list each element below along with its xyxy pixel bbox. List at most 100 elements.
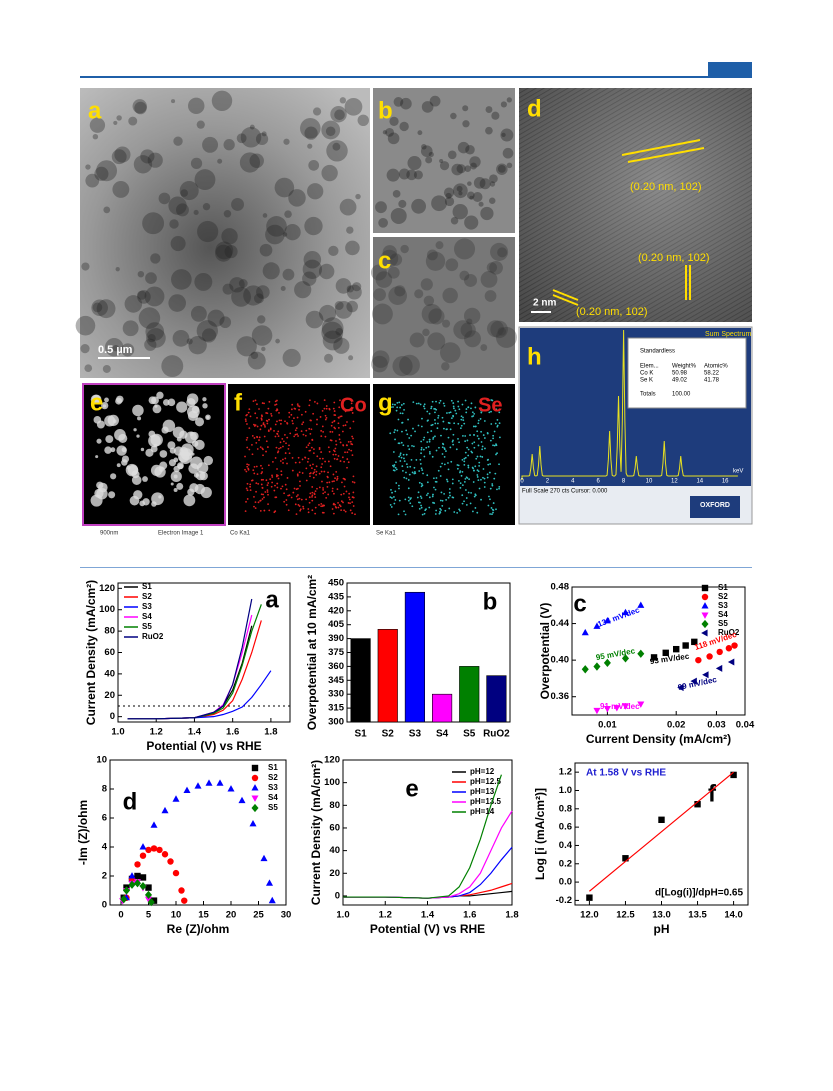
- map-dot: [406, 466, 409, 468]
- map-dot: [349, 502, 351, 505]
- map-dot: [466, 439, 469, 442]
- particle: [134, 101, 147, 115]
- map-dot: [464, 435, 467, 437]
- map-dot: [443, 427, 445, 430]
- map-dot: [477, 479, 480, 482]
- map-dot: [264, 425, 266, 428]
- particle: [480, 270, 498, 288]
- particle: [442, 319, 451, 328]
- particle: [382, 245, 397, 260]
- data-point: [249, 819, 257, 827]
- particle: [428, 308, 445, 325]
- y-tick-label: 40: [104, 668, 115, 679]
- map-dot: [478, 487, 481, 490]
- map-dot: [275, 475, 278, 478]
- x-tick-label: 0: [118, 910, 123, 921]
- map-dot: [245, 438, 248, 441]
- particle: [274, 177, 295, 198]
- map-dot: [481, 456, 484, 458]
- map-dot: [473, 446, 476, 449]
- legend-swatch: [701, 629, 708, 637]
- map-dot: [477, 444, 480, 447]
- map-dot: [305, 498, 308, 501]
- particle: [326, 140, 348, 162]
- y-tick-label: 20: [104, 690, 115, 701]
- map-dot: [245, 470, 248, 473]
- map-dot: [389, 432, 392, 435]
- data-point: [727, 658, 735, 666]
- map-dot: [400, 456, 403, 459]
- data-point: [603, 616, 611, 624]
- particle: [170, 236, 186, 252]
- particle: [89, 117, 106, 133]
- map-dot: [318, 503, 320, 506]
- map-dot: [327, 493, 330, 496]
- data-point: [706, 653, 713, 660]
- legend-swatch: [701, 593, 709, 601]
- particle: [190, 157, 203, 170]
- particle: [94, 166, 109, 181]
- map-dot: [486, 432, 489, 435]
- map-dot: [299, 480, 301, 483]
- particle: [399, 354, 420, 376]
- map-dot: [321, 480, 323, 483]
- map-dot: [460, 415, 463, 418]
- map-dot: [434, 435, 436, 438]
- map-dot: [479, 418, 482, 420]
- map-dot: [439, 499, 442, 502]
- map-dot: [246, 446, 249, 449]
- map-dot: [337, 427, 340, 429]
- map-dot: [420, 452, 422, 455]
- map-dot: [496, 425, 499, 428]
- map-dot: [312, 472, 315, 475]
- map-dot: [407, 445, 409, 447]
- map-dot: [290, 413, 293, 416]
- map-dot: [310, 467, 313, 470]
- particle: [121, 447, 127, 453]
- map-dot: [426, 419, 429, 422]
- map-dot: [473, 495, 476, 498]
- y-tick-label: 0.40: [551, 655, 570, 666]
- map-dot: [326, 485, 329, 488]
- map-dot: [422, 448, 425, 451]
- map-dot: [244, 418, 247, 421]
- particle: [375, 271, 393, 288]
- eds-cell: Se K: [640, 378, 653, 384]
- map-dot: [268, 509, 271, 512]
- particle: [375, 201, 387, 214]
- x-tick-label: 20: [226, 910, 237, 921]
- particle: [148, 396, 157, 405]
- particle: [133, 490, 143, 500]
- map-dot: [447, 468, 450, 471]
- data-point: [216, 779, 224, 786]
- map-dot: [257, 501, 260, 504]
- x-axis-label: Re (Z)/ohm: [167, 922, 230, 936]
- map-dot: [266, 446, 269, 448]
- map-dot: [467, 491, 470, 494]
- map-dot: [311, 495, 313, 498]
- particle: [497, 247, 508, 258]
- map-dot: [451, 440, 454, 443]
- map-dot: [482, 434, 485, 436]
- map-dot: [282, 458, 284, 461]
- panel-letter: b: [483, 588, 498, 615]
- data-point: [658, 816, 665, 823]
- eds-cell: Atomic%: [704, 364, 728, 370]
- particle: [346, 300, 358, 313]
- map-dot: [401, 465, 404, 468]
- map-dot: [393, 431, 396, 434]
- map-dot: [470, 402, 473, 405]
- map-dot: [325, 407, 328, 410]
- particle: [388, 286, 407, 305]
- particle: [256, 285, 270, 299]
- map-dot: [346, 451, 349, 454]
- map-dot: [442, 402, 445, 405]
- particle: [439, 342, 461, 363]
- map-dot: [268, 418, 270, 421]
- map-dot: [333, 449, 335, 452]
- data-point: [122, 886, 131, 895]
- map-dot: [311, 486, 314, 488]
- map-dot: [269, 478, 272, 481]
- map-dot: [337, 416, 340, 419]
- map-dot: [312, 476, 315, 479]
